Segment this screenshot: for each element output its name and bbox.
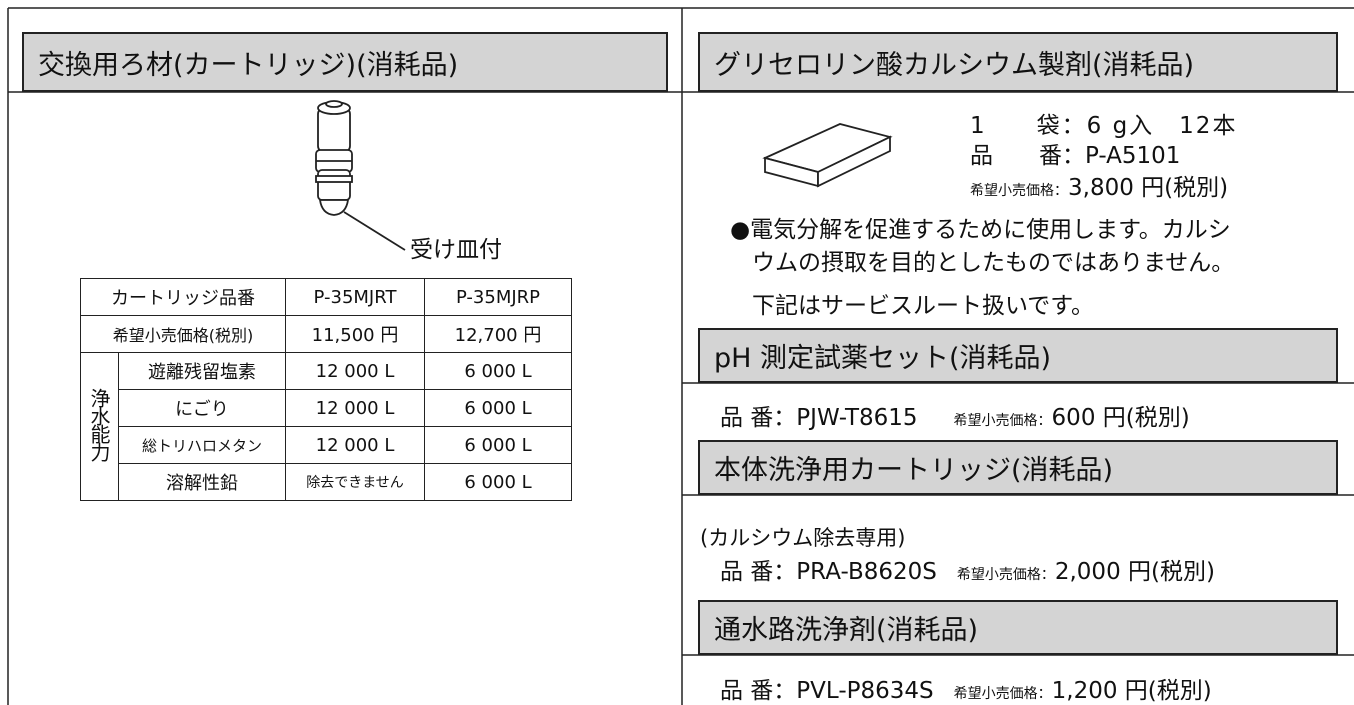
cell: 6 000 L [424, 426, 572, 464]
cell: P-35MJRT [285, 278, 425, 316]
note: ●電気分解を促進するために使用します。カルシ [730, 217, 1231, 243]
cell: にごり [118, 389, 286, 427]
price-label: 希望小売価格： [970, 183, 1068, 199]
code: 品 番：PJW-T8615 [720, 405, 918, 431]
code: 品 番：PRA-B8620S [720, 559, 937, 585]
price-label: 希望小売価格： [953, 686, 1052, 702]
side-label: 浄水能力 [87, 388, 111, 460]
section-header: 通水路洗浄剤(消耗品) [698, 600, 1338, 655]
cell: 溶解性鉛 [118, 463, 286, 501]
cell: 12 000 L [285, 352, 425, 390]
cell: 12 000 L [285, 426, 425, 464]
cell: 6 000 L [424, 463, 572, 501]
pack-line: 1 袋：6 g入 12本 [970, 113, 1238, 139]
cell: 12 000 L [285, 389, 425, 427]
cell: 6 000 L [424, 352, 572, 390]
cell: 6 000 L [424, 389, 572, 427]
cell: カートリッジ品番 [80, 278, 286, 316]
cell: P-35MJRP [424, 278, 572, 316]
cell: 12,700 円 [424, 315, 572, 353]
packet-illustration [762, 123, 893, 188]
note: ウムの摂取を目的としたものではありません。 [752, 250, 1235, 276]
cartridge-illustration [315, 100, 406, 251]
note: 下記はサービスルート扱いです。 [752, 293, 1095, 319]
price: 2,000 円(税別) [1054, 559, 1215, 585]
cell: 総トリハロメタン [118, 426, 286, 464]
price: 1,200 円(税別) [1051, 678, 1212, 704]
spec-table: カートリッジ品番 P-35MJRT P-35MJRP 希望小売価格(税別) 11,50… [80, 278, 572, 501]
pack-line: 品 番：P-A5101 [970, 143, 1181, 169]
section-header: グリセロリン酸カルシウム製剤(消耗品) [698, 32, 1338, 92]
cell: 11,500 円 [285, 315, 425, 353]
code: 品 番：PVL-P8634S [720, 678, 934, 704]
cell: 希望小売価格(税別) [80, 315, 286, 353]
section-header: 本体洗浄用カートリッジ(消耗品) [698, 440, 1338, 495]
price-label: 希望小売価格： [953, 413, 1052, 429]
callout: 受け皿付 [410, 237, 502, 263]
section-header: 交換用ろ材(カートリッジ)(消耗品) [22, 32, 668, 92]
sub-note: (カルシウム除去専用) [700, 526, 906, 550]
price-label: 希望小売価格： [956, 567, 1055, 583]
price: 3,800 円(税別) [1068, 175, 1229, 201]
cell: 遊離残留塩素 [118, 352, 286, 390]
cell: 除去できません [285, 463, 425, 501]
price: 600 円(税別) [1051, 405, 1190, 431]
section-header: pH 測定試薬セット(消耗品) [698, 328, 1338, 383]
